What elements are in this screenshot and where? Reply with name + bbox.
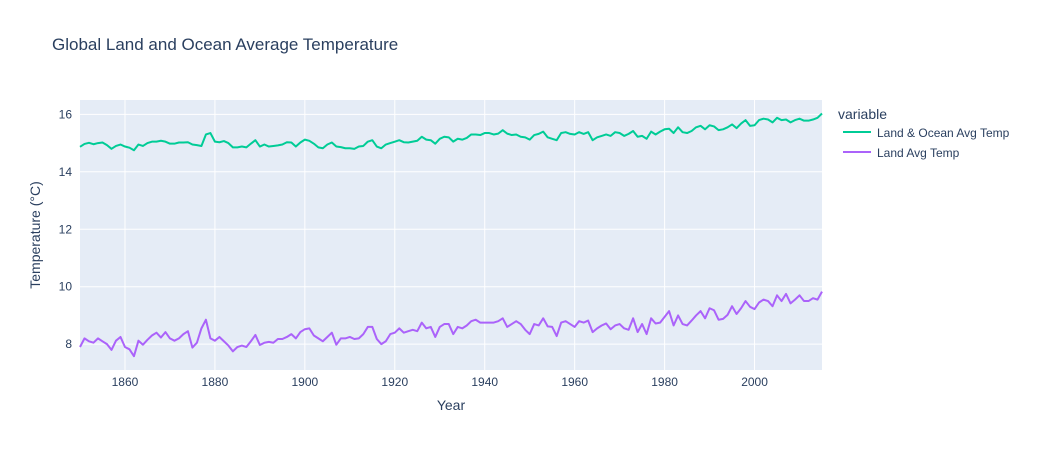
x-tick-label: 1980	[651, 375, 678, 389]
y-tick-label: 14	[59, 165, 73, 179]
y-axis-label: Temperature (°C)	[27, 181, 43, 289]
legend-item-land[interactable]: Land Avg Temp	[843, 146, 960, 160]
series-line-land[interactable]	[79, 291, 823, 358]
legend-title: variable	[838, 106, 887, 122]
x-tick-label: 1960	[561, 375, 588, 389]
x-tick-label: 1880	[202, 375, 229, 389]
x-tick-label: 1920	[381, 375, 408, 389]
legend-label-land-ocean: Land & Ocean Avg Temp	[877, 126, 1010, 140]
chart-title: Global Land and Ocean Average Temperatur…	[52, 35, 398, 54]
grid-lines	[80, 100, 822, 370]
x-axis-ticks: 1860 1880 1900 1920 1940 1960 1980 2000	[112, 375, 769, 389]
y-tick-label: 10	[59, 280, 73, 294]
series-lines	[79, 112, 823, 358]
x-tick-label: 1900	[291, 375, 318, 389]
y-tick-label: 12	[59, 222, 73, 236]
x-tick-label: 1860	[112, 375, 139, 389]
x-tick-label: 2000	[741, 375, 768, 389]
series-line-land-ocean[interactable]	[79, 112, 823, 152]
legend-item-land-ocean[interactable]: Land & Ocean Avg Temp	[843, 126, 1010, 140]
x-tick-label: 1940	[471, 375, 498, 389]
x-axis-label: Year	[437, 397, 466, 413]
legend[interactable]: variable Land & Ocean Avg Temp Land Avg …	[838, 106, 1010, 160]
y-tick-label: 8	[65, 337, 72, 351]
y-tick-label: 16	[59, 107, 73, 121]
y-axis-ticks: 8 10 12 14 16	[59, 107, 73, 351]
legend-label-land: Land Avg Temp	[877, 146, 960, 160]
